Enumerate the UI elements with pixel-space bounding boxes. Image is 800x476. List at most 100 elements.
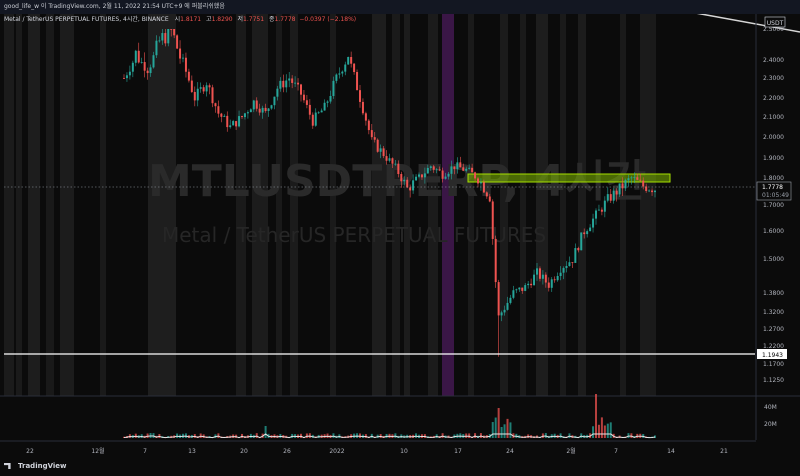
candle-body <box>282 80 285 88</box>
candle-body <box>618 183 621 195</box>
candle-body <box>326 101 329 103</box>
volume-ma-line <box>123 433 656 439</box>
candle-body <box>353 63 356 73</box>
candle-body <box>300 84 302 95</box>
candle-body <box>261 107 264 113</box>
price-tick-label: 1.1250 <box>763 377 784 384</box>
candle-body <box>152 55 155 68</box>
candle-body <box>497 282 500 316</box>
candle-body <box>536 268 538 275</box>
candle-body <box>179 48 182 59</box>
price-axis[interactable]: 2.5000 2.4000 2.3000 2.2000 2.1000 2.0000 1.90… <box>763 26 784 384</box>
price-tick-label: 1.2200 <box>763 343 784 350</box>
candle-body <box>267 108 270 111</box>
price-tick-label: 1.1700 <box>763 361 784 368</box>
candle-body <box>571 262 574 264</box>
candle-body <box>406 179 409 188</box>
price-tick-label: 2.2000 <box>763 95 784 102</box>
time-tick-label: 7 <box>614 448 618 455</box>
candle-body <box>161 33 164 41</box>
candle-body <box>214 103 217 107</box>
volume-bar <box>503 424 506 438</box>
session-band-17 <box>468 14 474 396</box>
candle-body <box>170 29 173 30</box>
time-tick-label: 17 <box>454 448 462 455</box>
resistance-zone[interactable] <box>467 173 671 183</box>
candle-body <box>249 109 252 113</box>
candle-body <box>123 78 125 79</box>
price-tick-label: 1.6000 <box>763 228 784 235</box>
candle-body <box>477 178 479 184</box>
candle-body <box>361 101 364 114</box>
candle-body <box>137 50 140 63</box>
candle-body <box>654 190 656 193</box>
candle-body <box>533 274 536 286</box>
price-tick-label: 2.4000 <box>763 57 784 64</box>
candle-body <box>609 194 612 201</box>
candle-body <box>232 121 235 126</box>
price-tick-label: 2.1000 <box>763 114 784 121</box>
candle-body <box>273 96 276 106</box>
candle-body <box>462 167 465 171</box>
session-band-2 <box>28 14 40 396</box>
trend-line[interactable] <box>689 11 800 33</box>
currency-badge[interactable]: USDT <box>764 16 786 28</box>
candle-body <box>624 180 627 189</box>
candle-body <box>131 62 134 72</box>
candle-body <box>379 148 382 152</box>
support-price-tag: 1.1943 <box>757 349 787 359</box>
open-value: 1.8171 <box>180 16 202 23</box>
candle-body <box>453 166 456 170</box>
candle-body <box>335 74 338 81</box>
candle-body <box>479 182 482 184</box>
candle-body <box>164 33 167 44</box>
candle-body <box>645 186 648 191</box>
candle-body <box>356 72 359 91</box>
high-value: 1.8290 <box>211 16 233 23</box>
session-band-8 <box>252 14 268 396</box>
time-tick-label: 10 <box>400 448 408 455</box>
candle-body <box>415 176 418 181</box>
candle-body <box>305 100 308 105</box>
session-band-5 <box>100 14 106 396</box>
support-price-label: 1.1943 <box>762 352 783 359</box>
candle-body <box>562 268 565 273</box>
candle-body <box>568 262 571 267</box>
volume-bar <box>606 423 609 438</box>
volume-bar <box>654 435 656 438</box>
candle-body <box>603 200 606 212</box>
candle-body <box>574 248 577 263</box>
candle-body <box>199 87 202 89</box>
candle-body <box>491 201 494 239</box>
volume-tick-label: 20M <box>764 421 777 428</box>
candle-body <box>341 71 344 74</box>
price-tick-label: 1.7000 <box>763 202 784 209</box>
candle-body <box>243 113 246 118</box>
time-tick-label: 14 <box>667 448 675 455</box>
candle-body <box>208 85 211 88</box>
candle-body <box>465 168 468 171</box>
candle-body <box>382 148 385 157</box>
candle-body <box>518 287 521 290</box>
candle-body <box>125 75 128 79</box>
session-band-25 <box>650 14 656 396</box>
candle-body <box>291 78 294 83</box>
candle-body <box>347 57 350 65</box>
candle-body <box>308 104 311 115</box>
candle-body <box>456 162 459 170</box>
candle-body <box>196 88 199 101</box>
time-tick-label: 21 <box>720 448 728 455</box>
high-label: 고 <box>206 16 212 23</box>
candle-body <box>547 282 550 288</box>
session-band-19 <box>520 14 526 396</box>
tradingview-footer: TradingView <box>4 462 67 470</box>
candle-body <box>134 50 137 63</box>
time-axis[interactable]: 22 12월 7 13 20 26 2022 10 17 24 2월 7 14 21 <box>26 447 728 455</box>
candle-body <box>612 190 615 201</box>
candle-body <box>338 73 341 75</box>
candle-body <box>595 210 597 219</box>
currency-label: USDT <box>767 20 784 27</box>
session-band-24 <box>640 14 650 396</box>
volume-bar <box>506 418 509 438</box>
candle-body <box>302 94 305 101</box>
